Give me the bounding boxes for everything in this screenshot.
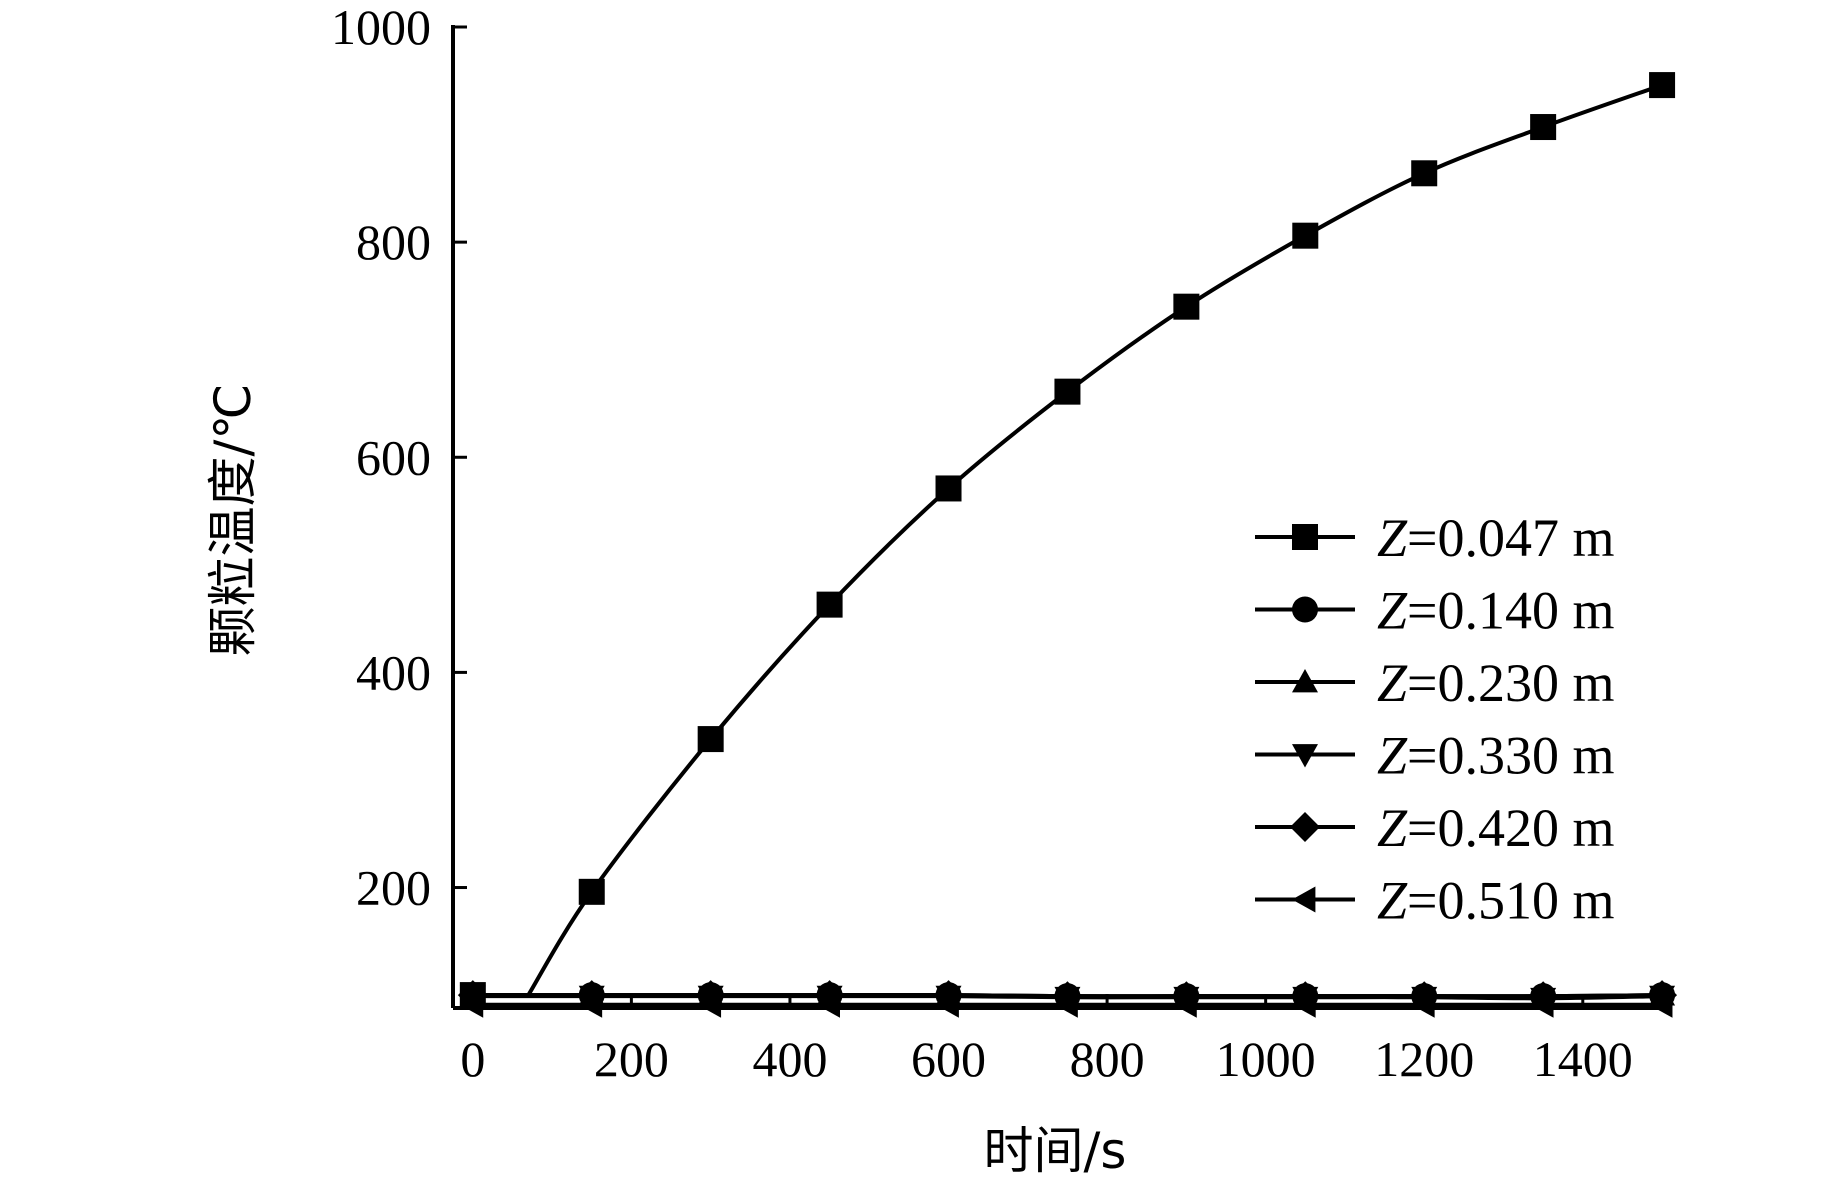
- legend-marker-5: [1290, 812, 1320, 842]
- axes: 0 200 400 600 800 1000 1200 1400 200 400 600 800 100…: [331, 0, 1670, 1087]
- legend-label-value: =0.330 m: [1407, 726, 1614, 786]
- y-tick-label: 1000: [331, 0, 431, 55]
- y-axis-title: 颗粒温度/℃: [204, 384, 262, 657]
- x-tick-label: 1200: [1374, 1031, 1474, 1087]
- x-tick-label: 1400: [1533, 1031, 1633, 1087]
- series-1-point: [1530, 114, 1557, 141]
- series-1-point: [1173, 293, 1200, 320]
- legend-label-variable: Z: [1377, 508, 1408, 568]
- legend-marker-2: [1292, 596, 1318, 623]
- y-tick-label: 400: [356, 644, 431, 700]
- legend-marker-3: [1292, 669, 1318, 693]
- series-1-point: [1054, 378, 1081, 405]
- legend-label-variable: Z: [1377, 653, 1408, 713]
- legend-label-2: Z=0.140 m: [1377, 581, 1615, 641]
- legend-label-5: Z=0.420 m: [1377, 798, 1615, 858]
- legend-label-variable: Z: [1377, 581, 1408, 641]
- legend-label-value: =0.230 m: [1407, 653, 1614, 713]
- plot-area: [457, 72, 1678, 1018]
- legend-label-3: Z=0.230 m: [1377, 653, 1615, 713]
- series-1-point: [816, 591, 843, 618]
- series-1-point: [578, 878, 605, 905]
- y-tick-label: 800: [356, 214, 431, 270]
- legend-label-6: Z=0.510 m: [1377, 871, 1615, 931]
- series-6-point: [816, 991, 840, 1018]
- x-tick-label: 600: [911, 1031, 986, 1087]
- y-tick-label: 600: [356, 429, 431, 485]
- legend: Z=0.047 mZ=0.140 mZ=0.230 mZ=0.330 mZ=0.…: [1255, 508, 1615, 931]
- x-axis-title: 时间/s: [984, 1122, 1127, 1180]
- legend-label-variable: Z: [1377, 726, 1408, 786]
- series-5-point: [814, 980, 845, 1011]
- x-tick-label: 0: [460, 1031, 485, 1087]
- series-6-point: [1530, 991, 1554, 1018]
- x-tick-label: 800: [1070, 1031, 1145, 1087]
- series-5-point: [1647, 980, 1678, 1011]
- legend-marker-6: [1292, 886, 1316, 913]
- legend-label-4: Z=0.330 m: [1377, 726, 1615, 786]
- series-1-point: [1292, 222, 1319, 249]
- legend-label-variable: Z: [1377, 798, 1408, 858]
- legend-label-value: =0.047 m: [1407, 508, 1614, 568]
- series-6-point: [1649, 991, 1673, 1018]
- series-1-point: [1411, 160, 1438, 187]
- legend-marker-1: [1292, 524, 1318, 550]
- legend-label-value: =0.140 m: [1407, 581, 1614, 641]
- series-1-line: [526, 83, 1663, 997]
- legend-label-1: Z=0.047 m: [1377, 508, 1615, 568]
- legend-label-variable: Z: [1377, 871, 1408, 931]
- series-6-point: [1054, 991, 1078, 1018]
- series-6-point: [578, 991, 603, 1018]
- legend-label-value: =0.510 m: [1407, 871, 1614, 931]
- series-1-point: [935, 475, 962, 502]
- legend-label-value: =0.420 m: [1407, 798, 1614, 858]
- series-1-point: [1649, 72, 1676, 99]
- series-5-point: [576, 980, 607, 1011]
- series-6-point: [1292, 991, 1316, 1018]
- series-6-point: [697, 991, 722, 1018]
- y-tick-label: 200: [356, 860, 431, 916]
- series-6-point: [1173, 991, 1197, 1018]
- x-tick-label: 1000: [1216, 1031, 1316, 1087]
- series-1-point: [697, 726, 724, 753]
- x-tick-label: 200: [594, 1031, 669, 1087]
- legend-marker-4: [1292, 744, 1318, 768]
- x-tick-label: 400: [752, 1031, 827, 1087]
